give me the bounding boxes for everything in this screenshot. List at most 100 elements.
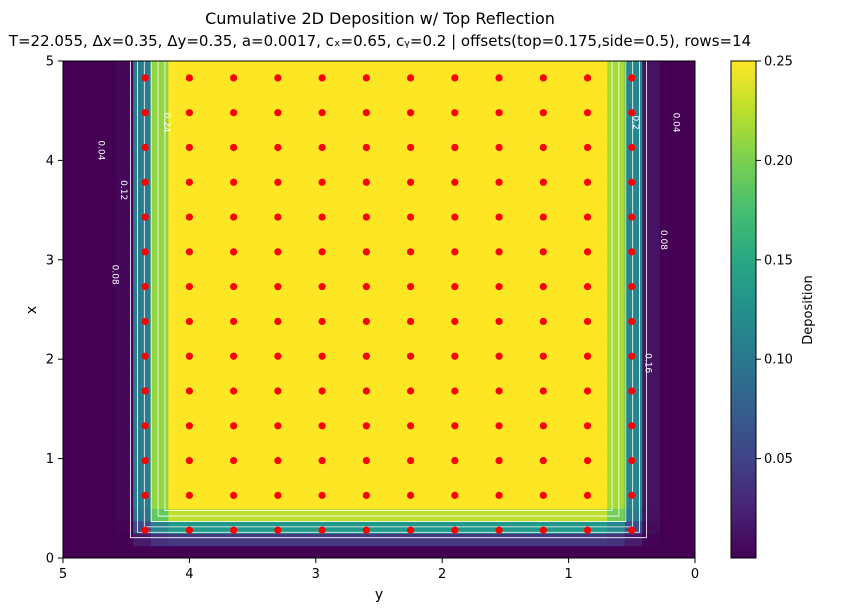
- heatmap-cell: [221, 259, 240, 273]
- source-point: [628, 526, 636, 534]
- chart-title: Cumulative 2D Deposition w/ Top Reflecti…: [205, 9, 555, 28]
- heatmap-cell: [150, 110, 169, 124]
- heatmap-cell: [238, 408, 257, 422]
- heatmap-cell: [98, 359, 117, 373]
- heatmap-cell: [203, 61, 222, 75]
- heatmap-cell: [80, 147, 99, 161]
- heatmap-cell: [115, 334, 134, 348]
- heatmap-cell: [379, 284, 398, 298]
- heatmap-cell: [63, 297, 82, 311]
- heatmap-cell: [80, 384, 99, 398]
- colorbar-tick-label: 0.05: [764, 452, 793, 467]
- heatmap-cell: [63, 172, 82, 186]
- heatmap-cell: [343, 234, 363, 248]
- source-point: [318, 387, 326, 395]
- heatmap-cell: [379, 483, 398, 497]
- heatmap-cell: [624, 85, 643, 99]
- heatmap-cell: [501, 309, 521, 323]
- heatmap-cell: [414, 123, 433, 137]
- heatmap-cell: [379, 259, 398, 273]
- heatmap-cell: [98, 483, 117, 497]
- heatmap-cell: [80, 321, 99, 335]
- heatmap-cell: [554, 508, 573, 522]
- heatmap-cell: [642, 210, 661, 224]
- source-point: [583, 213, 592, 221]
- heatmap-cell: [607, 172, 626, 186]
- heatmap-cell: [256, 533, 275, 547]
- heatmap-cell: [642, 160, 661, 174]
- heatmap-cell: [221, 123, 240, 137]
- heatmap-cell: [572, 321, 591, 335]
- heatmap-cell: [63, 185, 82, 199]
- heatmap-cell: [291, 135, 310, 149]
- heatmap-cell: [80, 371, 99, 385]
- heatmap-cell: [501, 297, 521, 311]
- heatmap-cell: [343, 471, 363, 485]
- heatmap-cell: [133, 98, 152, 112]
- heatmap-cell: [221, 433, 240, 447]
- source-point: [230, 456, 238, 465]
- heatmap-cell: [168, 334, 187, 348]
- heatmap-cell: [589, 85, 608, 99]
- contour-label: 0.16: [643, 353, 653, 373]
- heatmap-cell: [115, 61, 134, 75]
- heatmap-cell: [572, 147, 591, 161]
- heatmap-cell: [326, 210, 345, 224]
- heatmap-cell: [291, 359, 310, 373]
- heatmap-cell: [537, 222, 556, 236]
- heatmap-cell: [484, 123, 503, 137]
- heatmap-cell: [343, 359, 363, 373]
- heatmap-cell: [238, 321, 257, 335]
- heatmap-cell: [291, 421, 310, 435]
- heatmap-cell: [256, 458, 275, 472]
- heatmap-cell: [642, 408, 661, 422]
- heatmap-cell: [501, 147, 521, 161]
- source-point: [407, 317, 415, 326]
- heatmap-cell: [519, 495, 538, 509]
- heatmap-cell: [238, 234, 257, 248]
- colorbar-tick-label: 0.20: [764, 154, 793, 169]
- heatmap-cell: [168, 321, 187, 335]
- heatmap-cell: [624, 471, 643, 485]
- heatmap-cell: [431, 309, 450, 323]
- heatmap-cell: [642, 135, 661, 149]
- heatmap-cell: [659, 421, 679, 435]
- heatmap-cell: [624, 408, 643, 422]
- heatmap-cell: [414, 284, 433, 298]
- heatmap-cell: [63, 321, 82, 335]
- y-tick-label: 1: [46, 452, 54, 467]
- heatmap-cell: [80, 197, 99, 211]
- heatmap-cell: [431, 545, 450, 558]
- source-point: [362, 422, 370, 430]
- colorbar-tick-label: 0.25: [764, 55, 793, 70]
- heatmap-cell: [150, 421, 169, 435]
- heatmap-cell: [98, 73, 117, 87]
- heatmap-cell: [291, 321, 310, 335]
- heatmap-cell: [343, 222, 363, 236]
- heatmap-cell: [379, 384, 398, 398]
- x-tick-label: 2: [438, 567, 446, 582]
- heatmap-cell: [326, 98, 345, 112]
- heatmap-cell: [414, 321, 433, 335]
- source-point: [495, 352, 503, 360]
- heatmap-cell: [203, 384, 222, 398]
- y-tick-label: 0: [46, 552, 54, 567]
- heatmap-cell: [431, 408, 450, 422]
- heatmap-cell: [203, 321, 222, 335]
- heatmap-cell: [607, 61, 626, 75]
- heatmap-cell: [256, 272, 275, 286]
- heatmap-cell: [98, 272, 117, 286]
- heatmap-cell: [221, 533, 240, 547]
- heatmap-cell: [115, 408, 134, 422]
- heatmap-cell: [537, 259, 556, 273]
- heatmap-cell: [519, 160, 538, 174]
- heatmap-cell: [168, 210, 187, 224]
- heatmap-cell: [589, 495, 608, 509]
- heatmap-cell: [238, 446, 257, 460]
- source-point: [407, 143, 415, 152]
- heatmap-cell: [115, 284, 134, 298]
- heatmap-cell: [150, 321, 169, 335]
- heatmap-cell: [273, 259, 292, 273]
- heatmap-cell: [624, 446, 643, 460]
- heatmap-cell: [379, 359, 398, 373]
